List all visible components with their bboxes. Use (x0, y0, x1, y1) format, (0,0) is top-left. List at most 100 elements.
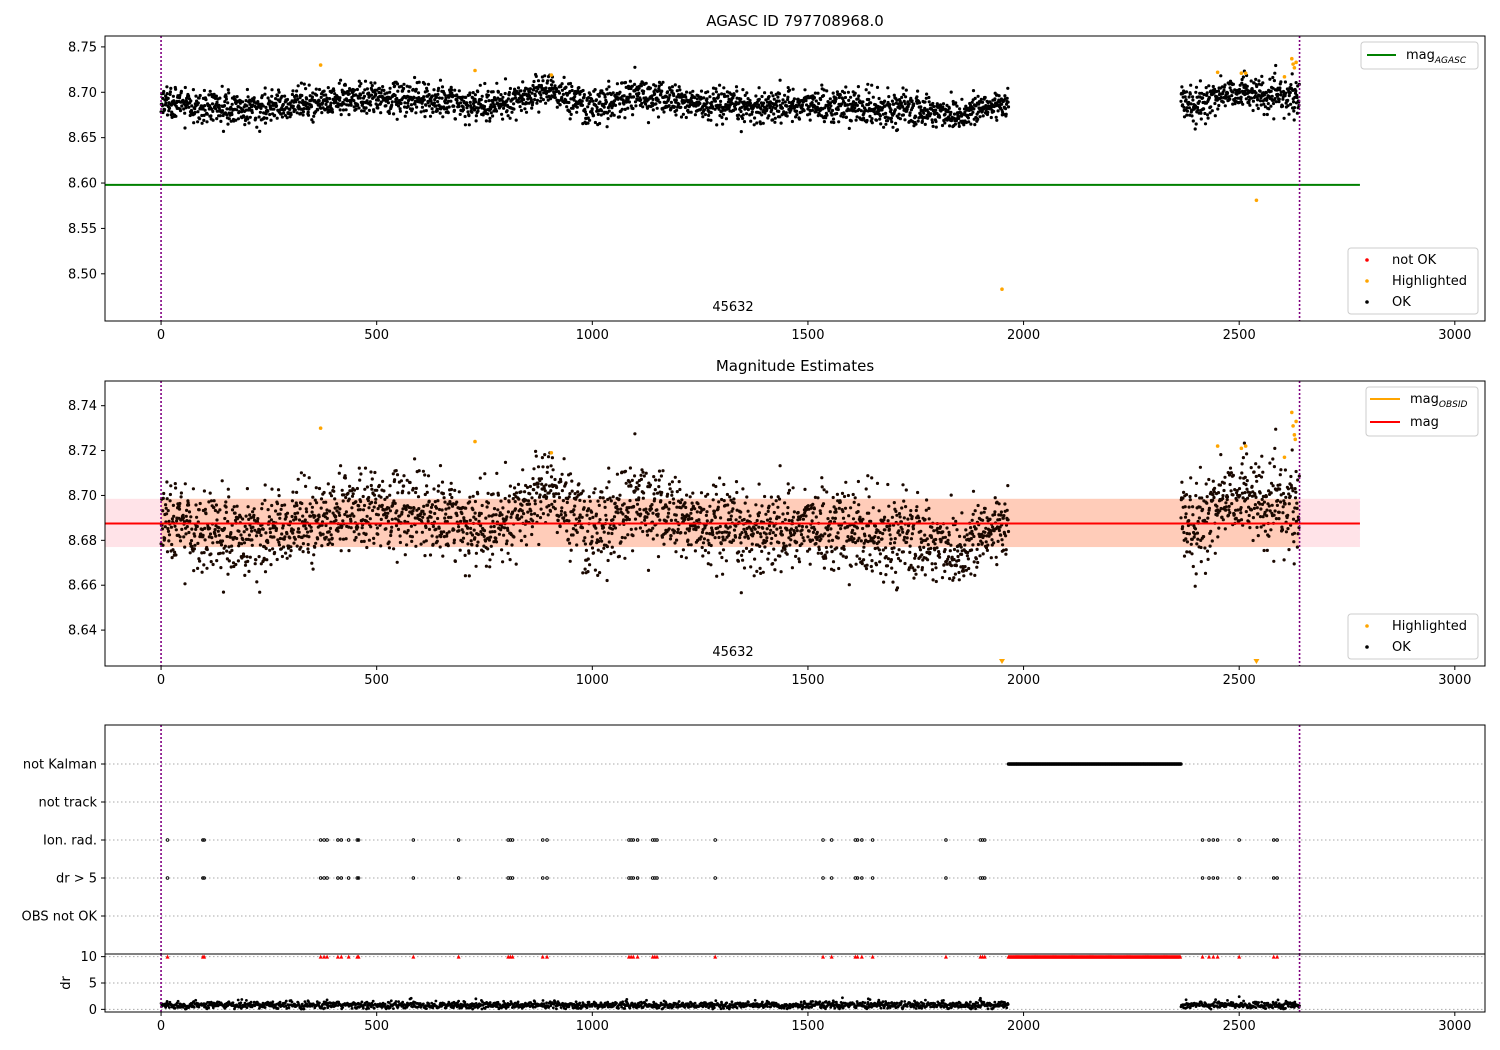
ok-point (470, 543, 474, 547)
ok-point (338, 537, 342, 541)
x-tick-label: 1000 (576, 328, 609, 343)
ok-point (847, 126, 851, 130)
ok-point (352, 530, 356, 534)
ok-point (370, 84, 374, 88)
ok-point (689, 543, 693, 547)
ok-point (493, 530, 497, 534)
ok-point (513, 87, 517, 91)
ok-point (200, 570, 204, 574)
ok-point (783, 100, 787, 104)
ok-point (476, 532, 480, 537)
ok-point (531, 100, 535, 105)
ok-point (701, 541, 706, 545)
ok-point (728, 495, 732, 499)
ok-point (731, 507, 735, 511)
ok-point (408, 85, 412, 89)
ok-point (628, 79, 633, 83)
ok-point (717, 535, 721, 540)
ok-point (434, 527, 438, 531)
ok-point (189, 108, 194, 113)
ok-point (399, 101, 403, 105)
ok-point (414, 87, 418, 91)
ok-point (304, 484, 308, 488)
ok-point (726, 503, 730, 507)
ok-point (639, 473, 643, 477)
ok-point (597, 94, 601, 98)
ok-point (461, 536, 466, 540)
ok-point (419, 110, 423, 114)
ok-point (708, 95, 712, 99)
ok-point (467, 551, 471, 555)
ok-point (753, 116, 757, 120)
ok-point (169, 484, 173, 488)
ok-point (724, 117, 729, 121)
ok-point (629, 484, 633, 488)
ok-point (646, 568, 651, 573)
ok-point (392, 112, 396, 116)
ok-point (767, 504, 771, 508)
ok-point (513, 507, 518, 511)
ok-point (424, 539, 428, 543)
ok-point (1005, 96, 1009, 100)
ok-point (696, 502, 700, 506)
ok-point (488, 116, 492, 120)
ok-point (255, 125, 259, 129)
ok-point (208, 89, 212, 93)
ok-point (568, 110, 572, 114)
ok-point (678, 88, 682, 92)
ok-point (529, 509, 533, 513)
ok-point (1196, 108, 1200, 112)
ok-point (598, 518, 602, 522)
ok-point (706, 118, 710, 122)
ok-point (489, 544, 493, 548)
ok-point (594, 526, 598, 530)
ok-point (711, 533, 715, 537)
ok-point (952, 112, 957, 116)
ok-point (196, 110, 200, 114)
ok-point (261, 104, 265, 108)
ok-point (569, 112, 573, 116)
ok-point (189, 99, 193, 103)
ok-point (352, 105, 356, 109)
ok-point (247, 569, 251, 574)
ok-point (861, 100, 865, 104)
ok-point (575, 543, 579, 547)
ok-point (617, 115, 622, 119)
ok-point (549, 83, 554, 87)
ok-point (1182, 105, 1186, 109)
ok-point (452, 108, 456, 112)
ok-point (825, 113, 829, 117)
ok-point (603, 95, 607, 99)
ok-point (687, 110, 691, 114)
ok-point (540, 482, 544, 486)
ok-point (193, 107, 197, 111)
ok-point (631, 106, 635, 111)
ok-point (609, 552, 613, 556)
ok-point (659, 92, 663, 96)
ok-point (1254, 91, 1258, 95)
ok-point (347, 92, 351, 96)
ok-point (666, 90, 670, 94)
ok-point (313, 514, 317, 518)
ok-point (291, 104, 295, 108)
ok-point (354, 93, 358, 97)
ok-point (674, 518, 678, 522)
ok-point (376, 532, 380, 536)
ok-point (761, 526, 765, 530)
ok-point (572, 98, 576, 102)
ok-point (1006, 100, 1010, 104)
ok-point (268, 530, 272, 535)
ok-point (560, 95, 564, 99)
ok-point (192, 569, 196, 573)
ok-point (605, 486, 609, 490)
ok-point (465, 101, 469, 105)
ok-point (767, 524, 772, 528)
ok-point (501, 560, 505, 564)
ok-point (302, 473, 306, 477)
ok-point (307, 83, 311, 87)
ok-point (853, 106, 857, 110)
ok-point (832, 120, 836, 125)
ok-point (581, 571, 585, 575)
ok-point (976, 94, 980, 98)
ok-point (609, 499, 613, 503)
